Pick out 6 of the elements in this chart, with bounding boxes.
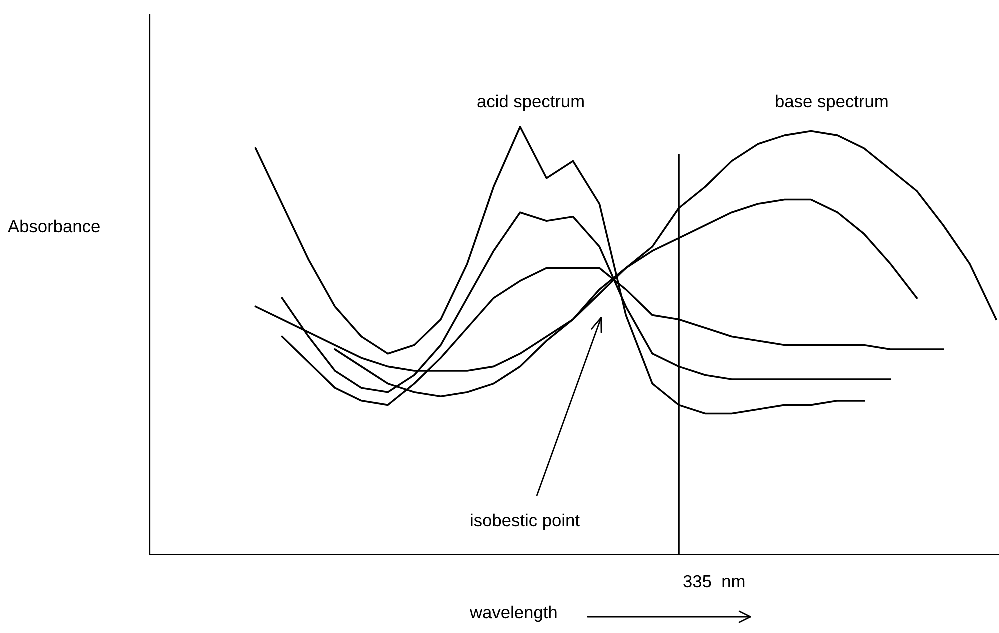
x-axis-title: wavelength [470, 606, 557, 622]
text: 335 nm [684, 575, 745, 588]
text: acid spectrum [478, 94, 584, 112]
y-axis-title: Absorbance [8, 220, 100, 233]
text: base spectrum [776, 94, 888, 112]
annotation: isobestic point [471, 514, 580, 530]
